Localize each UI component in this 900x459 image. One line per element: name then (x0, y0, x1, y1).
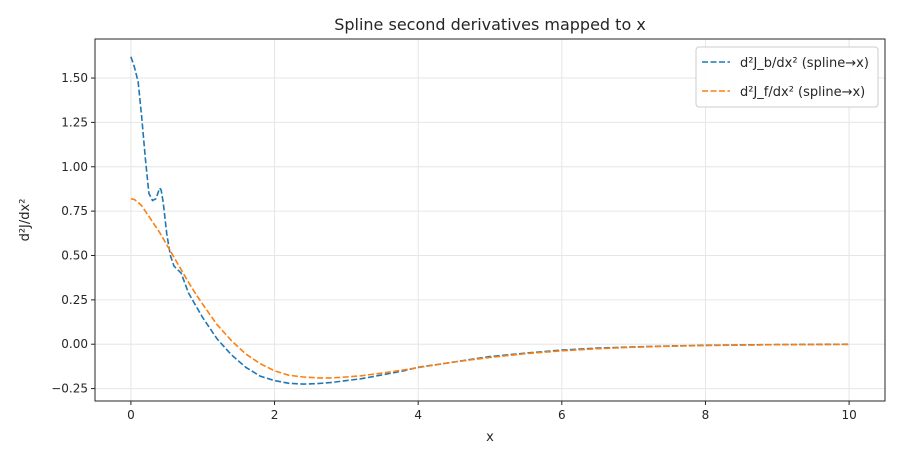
legend-label-2: d²J_f/dx² (spline→x) (740, 85, 865, 100)
grid (95, 39, 885, 401)
legend-box (695, 46, 879, 108)
y-tick-label: 1.00 (61, 160, 88, 174)
y-tick-label: 0.75 (61, 204, 88, 218)
chart-title: Spline second derivatives mapped to x (334, 15, 646, 34)
plot-frame (94, 38, 886, 402)
y-tick-label: 1.25 (61, 115, 88, 129)
x-tick-label: 2 (271, 408, 279, 422)
x-tick-label: 10 (841, 408, 856, 422)
y-tick-label: 1.50 (61, 71, 88, 85)
ticks: 0 2 4 6 8 10 −0.25 0.00 0.25 0.50 0.75 1.00 1.25 1.50 (51, 71, 857, 422)
legend: d²J_b/dx² (spline→x) d²J_f/dx² (spline→x) (695, 46, 879, 108)
y-tick-label: −0.25 (51, 382, 88, 396)
x-tick-label: 6 (558, 408, 566, 422)
y-tick-label: 0.50 (61, 248, 88, 262)
y-axis-label: d²J/dx² (18, 199, 33, 242)
x-tick-label: 0 (127, 408, 135, 422)
x-axis-label: x (486, 430, 494, 445)
series-line-2 (130, 197, 850, 379)
legend-label-1: d²J_b/dx² (spline→x) (740, 56, 869, 71)
y-tick-label: 0.00 (61, 337, 88, 351)
series-line-1 (130, 56, 850, 385)
x-tick-label: 4 (414, 408, 422, 422)
y-tick-label: 0.25 (61, 293, 88, 307)
x-tick-label: 8 (702, 408, 710, 422)
series-group (130, 56, 850, 385)
